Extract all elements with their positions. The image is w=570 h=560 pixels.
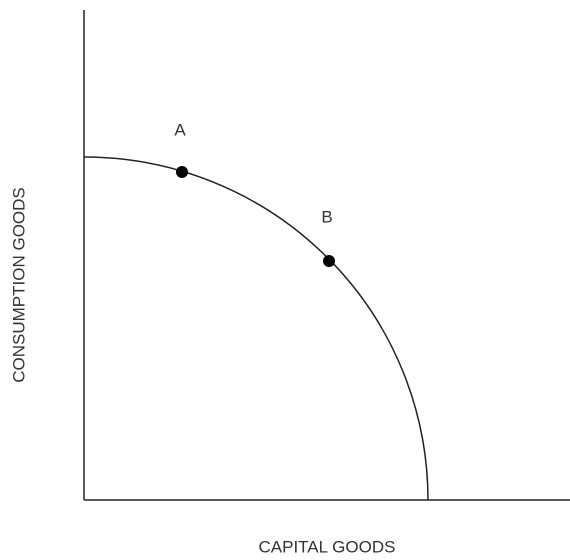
point-label: B <box>321 207 332 226</box>
point-marker <box>323 255 335 267</box>
point-marker <box>176 166 188 178</box>
y-axis-label: CONSUMPTION GOODS <box>9 187 28 383</box>
frontier-curve <box>83 156 429 501</box>
x-axis-label: CAPITAL GOODS <box>259 537 396 556</box>
point-label: A <box>174 120 186 139</box>
